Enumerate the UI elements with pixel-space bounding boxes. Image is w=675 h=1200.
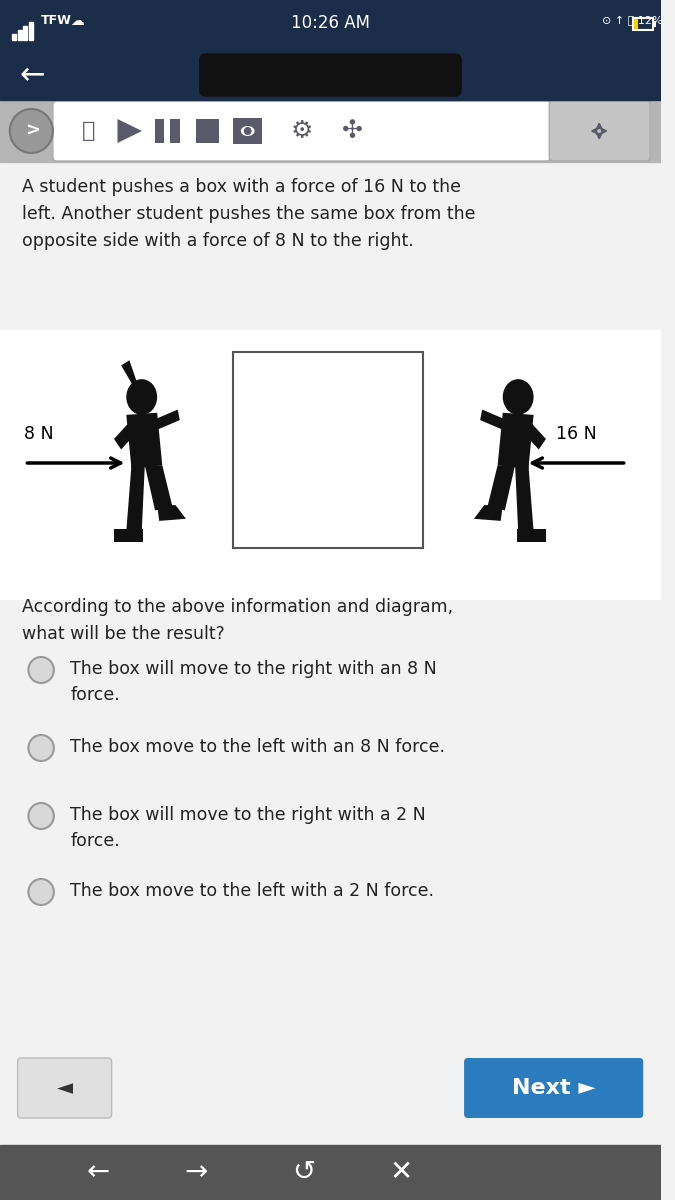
Circle shape [28, 658, 54, 683]
Text: ✣: ✣ [342, 119, 363, 143]
Text: ☁: ☁ [70, 14, 84, 28]
Text: 10:26 AM: 10:26 AM [292, 14, 371, 32]
Polygon shape [126, 413, 162, 468]
Text: ←: ← [86, 1158, 109, 1186]
Polygon shape [497, 413, 534, 468]
Polygon shape [517, 529, 546, 542]
Ellipse shape [241, 126, 254, 136]
Bar [0, 1145, 661, 1200]
Bar [634, 19, 639, 29]
Text: The box move to the left with an 8 N force.: The box move to the left with an 8 N for… [70, 738, 446, 756]
Ellipse shape [503, 379, 534, 415]
Text: ⚙: ⚙ [290, 119, 313, 143]
Text: According to the above information and diagram,
what will be the result?: According to the above information and d… [22, 598, 453, 643]
Text: ⊙ ↑ ⏰ 12%: ⊙ ↑ ⏰ 12% [602, 16, 663, 26]
Bar [233, 352, 423, 548]
Bar [0, 0, 661, 52]
Polygon shape [157, 505, 186, 521]
Bar [30, 22, 33, 40]
Bar [633, 18, 653, 30]
Polygon shape [114, 529, 142, 542]
Bar [0, 330, 661, 600]
FancyBboxPatch shape [549, 101, 650, 161]
Bar [11, 34, 16, 40]
FancyBboxPatch shape [200, 54, 461, 96]
Bar [196, 119, 219, 143]
Text: ↺: ↺ [292, 1158, 315, 1186]
Polygon shape [126, 466, 145, 532]
Text: TFW: TFW [41, 14, 72, 26]
Polygon shape [145, 466, 173, 510]
Polygon shape [487, 466, 515, 510]
Text: Next ►: Next ► [512, 1078, 596, 1098]
Bar [0, 100, 661, 162]
Circle shape [28, 803, 54, 829]
Text: 16 N: 16 N [556, 425, 597, 443]
Text: The box move to the left with a 2 N force.: The box move to the left with a 2 N forc… [70, 882, 435, 900]
Text: A student pushes a box with a force of 16 N to the
left. Another student pushes : A student pushes a box with a force of 1… [22, 178, 475, 251]
Text: >: > [25, 122, 40, 140]
Bar [170, 119, 180, 143]
Text: ✋: ✋ [82, 121, 95, 140]
Text: ←: ← [20, 61, 45, 90]
Circle shape [28, 734, 54, 761]
Text: The box will move to the right with a 2 N
force.: The box will move to the right with a 2 … [70, 806, 426, 850]
Circle shape [10, 109, 53, 152]
Text: →: → [184, 1158, 207, 1186]
Polygon shape [121, 360, 136, 386]
Polygon shape [117, 119, 142, 143]
Bar [653, 20, 656, 26]
Text: ◄: ◄ [57, 1078, 73, 1098]
Ellipse shape [126, 379, 157, 415]
Circle shape [244, 127, 252, 134]
Polygon shape [515, 466, 534, 532]
Text: The box will move to the right with an 8 N
force.: The box will move to the right with an 8… [70, 660, 437, 703]
FancyBboxPatch shape [53, 101, 550, 161]
Bar [0, 52, 661, 100]
Bar [24, 26, 28, 40]
Polygon shape [153, 409, 180, 431]
Text: ✕: ✕ [389, 1158, 413, 1186]
Bar [18, 30, 22, 40]
FancyBboxPatch shape [464, 1058, 643, 1118]
Polygon shape [114, 424, 134, 450]
Text: 8 N: 8 N [24, 425, 54, 443]
Polygon shape [525, 424, 546, 450]
Circle shape [28, 878, 54, 905]
Bar [233, 118, 263, 144]
FancyBboxPatch shape [18, 1058, 111, 1118]
Polygon shape [474, 505, 503, 521]
Polygon shape [480, 409, 507, 431]
Bar [155, 119, 165, 143]
